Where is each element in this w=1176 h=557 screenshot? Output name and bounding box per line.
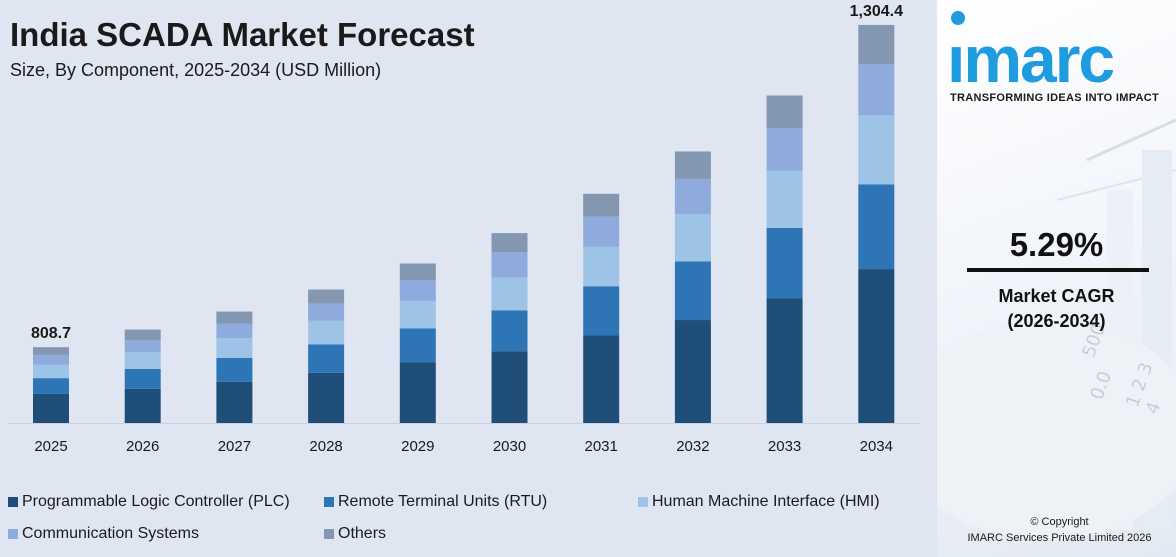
cagr-value: 5.29%: [1009, 226, 1104, 263]
cagr-period: (2026-2034): [1007, 311, 1106, 331]
bar-segment: [674, 151, 711, 179]
cagr-label-block: Market CAGR (2026-2034): [937, 284, 1176, 334]
x-tick-label: 2030: [493, 438, 526, 455]
bar-segment: [583, 335, 620, 423]
bar-segment: [858, 64, 895, 116]
bar-segment: [124, 329, 161, 340]
cagr-divider: [967, 268, 1149, 272]
bar-total-label: 1,304.4: [850, 3, 903, 20]
legend-label: Human Machine Interface (HMI): [652, 493, 880, 510]
legend-swatch: [8, 529, 18, 539]
bar-segment: [399, 362, 436, 423]
bar-segment: [33, 354, 69, 365]
copyright-line2: IMARC Services Private Limited 2026: [967, 532, 1152, 544]
legend-swatch: [324, 529, 334, 539]
bar-segment: [33, 378, 69, 394]
bar-segment: [308, 320, 345, 345]
cagr-label: Market CAGR: [998, 286, 1115, 306]
bar-segment: [491, 351, 528, 423]
bar-segment: [33, 347, 69, 355]
bar-segment: [766, 170, 803, 228]
bar-segment: [583, 286, 620, 336]
legend-label: Communication Systems: [22, 525, 199, 542]
imarc-logo: ımarc: [947, 22, 1115, 96]
legend-label: Remote Terminal Units (RTU): [338, 493, 548, 510]
bar-segment: [491, 252, 528, 278]
bar-segment: [674, 178, 711, 214]
bar-segment: [583, 246, 620, 287]
bar-segment: [399, 263, 436, 280]
bar-segment: [308, 289, 345, 304]
bar-total-label: 808.7: [31, 325, 71, 342]
bar-segment: [33, 393, 69, 423]
chart-panel: India SCADA Market Forecast Size, By Com…: [8, 2, 920, 543]
bar-segment: [124, 352, 161, 369]
chart-subtitle: Size, By Component, 2025-2034 (USD Milli…: [10, 60, 382, 80]
x-tick-label: 2025: [34, 438, 67, 455]
bar-segment: [308, 303, 345, 321]
x-tick-label: 2028: [309, 438, 342, 455]
logo-tagline: TRANSFORMING IDEAS INTO IMPACT: [950, 92, 1160, 104]
bar-segment: [491, 233, 528, 253]
legend-item: Remote Terminal Units (RTU): [324, 493, 547, 511]
bar-segment: [399, 328, 436, 363]
bar-segment: [766, 298, 803, 423]
bar-segment: [858, 184, 895, 270]
bar-segment: [124, 339, 161, 353]
bar-segment: [858, 115, 895, 185]
chart-title: India SCADA Market Forecast: [10, 16, 475, 53]
bar-segment: [583, 193, 620, 217]
bar-segment: [399, 300, 436, 329]
x-tick-label: 2027: [218, 438, 251, 455]
bar-segment: [674, 213, 711, 262]
bar-segment: [858, 269, 895, 423]
bar-segment: [491, 277, 528, 311]
legend-swatch: [324, 497, 334, 507]
side-panel: 500 0.0 1 2 3 4 ımarc TRANSFORMING IDEAS…: [937, 0, 1176, 557]
x-tick-label: 2034: [860, 438, 893, 455]
x-tick-label: 2029: [401, 438, 434, 455]
bar-segment: [124, 388, 161, 423]
bar-segment: [399, 279, 436, 301]
bar-segment: [674, 320, 711, 423]
legend-item: Others: [324, 525, 386, 543]
bar-segment: [583, 216, 620, 247]
stacked-bar-chart: 2025 2026 2027 2028 2029 2030 2031 2032 2033 2034…: [8, 3, 920, 455]
bar-segment: [766, 128, 803, 171]
x-tick-label: 2033: [768, 438, 801, 455]
copyright-line1: © Copyright: [1030, 516, 1089, 528]
legend-item: Human Machine Interface (HMI): [638, 493, 880, 511]
bar-segment: [33, 364, 69, 379]
bar-segment: [858, 24, 895, 65]
bar-segment: [216, 323, 253, 339]
x-tick-label: 2026: [126, 438, 159, 455]
x-tick-label: 2032: [676, 438, 709, 455]
logo-dot: [951, 11, 965, 25]
legend-item: Communication Systems: [8, 525, 199, 543]
bar-segment: [216, 357, 253, 382]
legend-item: Programmable Logic Controller (PLC): [8, 493, 290, 511]
legend-swatch: [8, 497, 18, 507]
bar-segment: [308, 372, 345, 423]
bar-segment: [216, 381, 253, 423]
bar-segment: [766, 227, 803, 299]
background-graphic: [937, 118, 1176, 540]
legend-swatch: [638, 497, 648, 507]
bar-segment: [674, 261, 711, 321]
bar-segment: [491, 310, 528, 352]
bar-segment: [124, 368, 161, 389]
bar-segment: [766, 95, 803, 129]
legend-label: Programmable Logic Controller (PLC): [22, 493, 290, 510]
copyright: © Copyright IMARC Services Private Limit…: [937, 514, 1176, 546]
x-tick-label: 2031: [585, 438, 618, 455]
bar-segment: [216, 311, 253, 324]
bar-segment: [308, 344, 345, 373]
legend-label: Others: [338, 525, 387, 542]
bar-segment: [216, 338, 253, 358]
